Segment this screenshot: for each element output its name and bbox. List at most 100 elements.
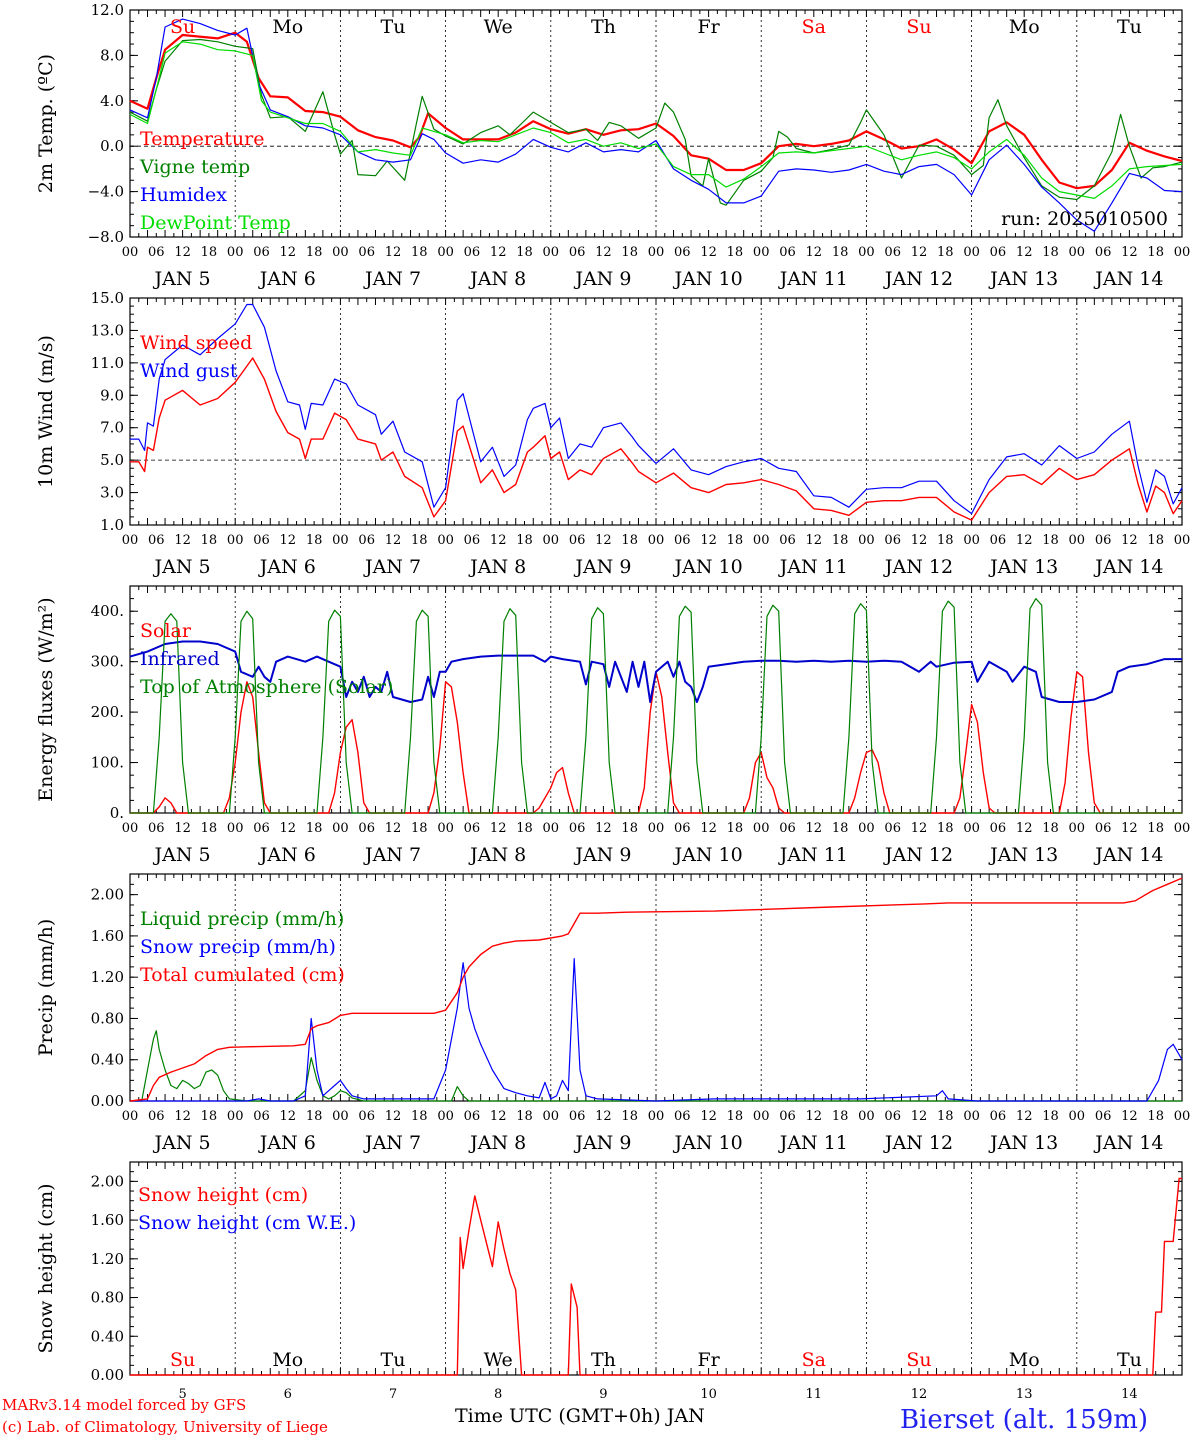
hour-tick-label: 06 — [674, 1109, 691, 1124]
credit-line-1: MARv3.14 model forced by GFS — [2, 1396, 246, 1414]
hour-tick-label: 00 — [437, 821, 454, 836]
date-label: JAN 8 — [468, 1132, 526, 1154]
hour-tick-label: 12 — [174, 245, 191, 260]
hour-tick-label: 18 — [937, 821, 954, 836]
hour-tick-label: 06 — [148, 245, 165, 260]
date-label: JAN 10 — [673, 844, 743, 866]
date-label: JAN 6 — [258, 268, 316, 290]
hour-tick-label: 18 — [516, 821, 533, 836]
hour-tick-label: 06 — [1095, 821, 1112, 836]
hour-tick-label: 12 — [174, 1109, 191, 1124]
y-tick-label: 1.20 — [91, 968, 124, 986]
hour-tick-label: 12 — [385, 533, 402, 548]
hour-tick-label: 12 — [806, 533, 823, 548]
hour-tick-label: 00 — [1174, 245, 1191, 260]
hour-tick-label: 12 — [280, 245, 297, 260]
hour-tick-label: 18 — [727, 245, 744, 260]
hour-tick-label: 12 — [1121, 245, 1138, 260]
credit-line-2: (c) Lab. of Climatology, University of L… — [2, 1418, 328, 1436]
day-number-label: 10 — [700, 1387, 717, 1402]
hour-tick-label: 12 — [1016, 245, 1033, 260]
series-temperature — [129, 31, 1183, 190]
date-label: JAN 11 — [778, 1132, 848, 1154]
hour-tick-label: 00 — [227, 245, 244, 260]
hour-tick-label: 00 — [753, 821, 770, 836]
day-number-label: 11 — [806, 1387, 823, 1402]
y-tick-label: 0.40 — [91, 1051, 124, 1069]
hour-tick-label: 06 — [884, 821, 901, 836]
hour-tick-label: 00 — [437, 1109, 454, 1124]
y-tick-label: 200. — [91, 703, 124, 721]
date-label: JAN 14 — [1093, 844, 1163, 866]
hour-tick-label: 12 — [911, 533, 928, 548]
hour-tick-label: 12 — [1016, 533, 1033, 548]
hour-tick-label: 18 — [516, 533, 533, 548]
hour-tick-label: 12 — [490, 1109, 507, 1124]
hour-tick-label: 06 — [464, 245, 481, 260]
hour-tick-label: 18 — [306, 821, 323, 836]
hour-tick-label: 18 — [1147, 1109, 1164, 1124]
day-name: Sa — [802, 1349, 826, 1371]
hour-tick-label: 06 — [884, 245, 901, 260]
hour-tick-label: 00 — [1069, 821, 1086, 836]
date-label: JAN 8 — [468, 556, 526, 578]
series-top-of-atmosphere-solar- — [130, 598, 1182, 814]
hour-tick-label: 06 — [779, 533, 796, 548]
y-tick-label: 100. — [91, 754, 124, 772]
legend-entry: Snow precip (mm/h) — [140, 936, 336, 958]
y-tick-label: 1.60 — [91, 1211, 124, 1229]
hour-tick-label: 12 — [174, 821, 191, 836]
hour-tick-label: 12 — [595, 245, 612, 260]
hour-tick-label: 18 — [832, 821, 849, 836]
hour-tick-label: 18 — [411, 1109, 428, 1124]
y-tick-label: 1.20 — [91, 1250, 124, 1268]
date-label: JAN 8 — [468, 844, 526, 866]
hour-tick-label: 06 — [253, 533, 270, 548]
plot-frame — [129, 297, 1183, 526]
series-solar — [130, 671, 1182, 814]
series-wind-speed — [130, 357, 1183, 521]
hour-tick-label: 06 — [464, 1109, 481, 1124]
hour-tick-label: 00 — [1069, 1109, 1086, 1124]
hour-tick-label: 06 — [779, 245, 796, 260]
hour-tick-label: 12 — [700, 245, 717, 260]
day-name: Mo — [272, 1349, 303, 1371]
hour-tick-label: 12 — [911, 1109, 928, 1124]
hour-tick-label: 00 — [753, 245, 770, 260]
hour-tick-label: 18 — [201, 821, 218, 836]
date-label: JAN 7 — [363, 844, 421, 866]
day-name: Mo — [1009, 1349, 1040, 1371]
y-tick-label: 3.0 — [100, 484, 124, 502]
y-tick-label: 0.00 — [91, 1092, 124, 1110]
hour-tick-label: 12 — [490, 245, 507, 260]
y-tick-label: 12.0 — [91, 1, 124, 19]
hour-tick-label: 06 — [1095, 533, 1112, 548]
hour-tick-label: 06 — [569, 245, 586, 260]
hour-tick-label: 00 — [227, 821, 244, 836]
panel-wind: 15.0 13.0 11.0 9.0 7.0 5.0 3.0 1.0 10m Wind (m/s… — [35, 289, 1190, 578]
date-label: JAN 9 — [573, 268, 631, 290]
hour-tick-label: 00 — [122, 821, 139, 836]
hour-tick-label: 06 — [884, 1109, 901, 1124]
hour-tick-label: 18 — [411, 245, 428, 260]
y-tick-label: 0. — [110, 804, 124, 822]
hour-tick-label: 00 — [122, 245, 139, 260]
hour-tick-label: 06 — [779, 1109, 796, 1124]
y-tick-label: −8.0 — [88, 228, 124, 246]
hour-tick-label: 18 — [727, 821, 744, 836]
hour-tick-label: 00 — [858, 1109, 875, 1124]
hour-tick-label: 00 — [648, 1109, 665, 1124]
day-number-label: 7 — [389, 1387, 397, 1402]
hour-tick-label: 00 — [1174, 821, 1191, 836]
hour-tick-label: 06 — [674, 533, 691, 548]
hour-tick-label: 18 — [727, 533, 744, 548]
hour-tick-label: 18 — [306, 533, 323, 548]
y-axis-label: Energy fluxes (W/m²) — [35, 597, 57, 801]
hour-tick-label: 12 — [700, 1109, 717, 1124]
hour-tick-label: 06 — [253, 1109, 270, 1124]
x-axis-label: Time UTC (GMT+0h) JAN — [455, 1405, 705, 1427]
date-label: JAN 7 — [363, 1132, 421, 1154]
hour-tick-label: 06 — [674, 821, 691, 836]
hour-tick-label: 06 — [148, 1109, 165, 1124]
day-number-label: 6 — [284, 1387, 292, 1402]
